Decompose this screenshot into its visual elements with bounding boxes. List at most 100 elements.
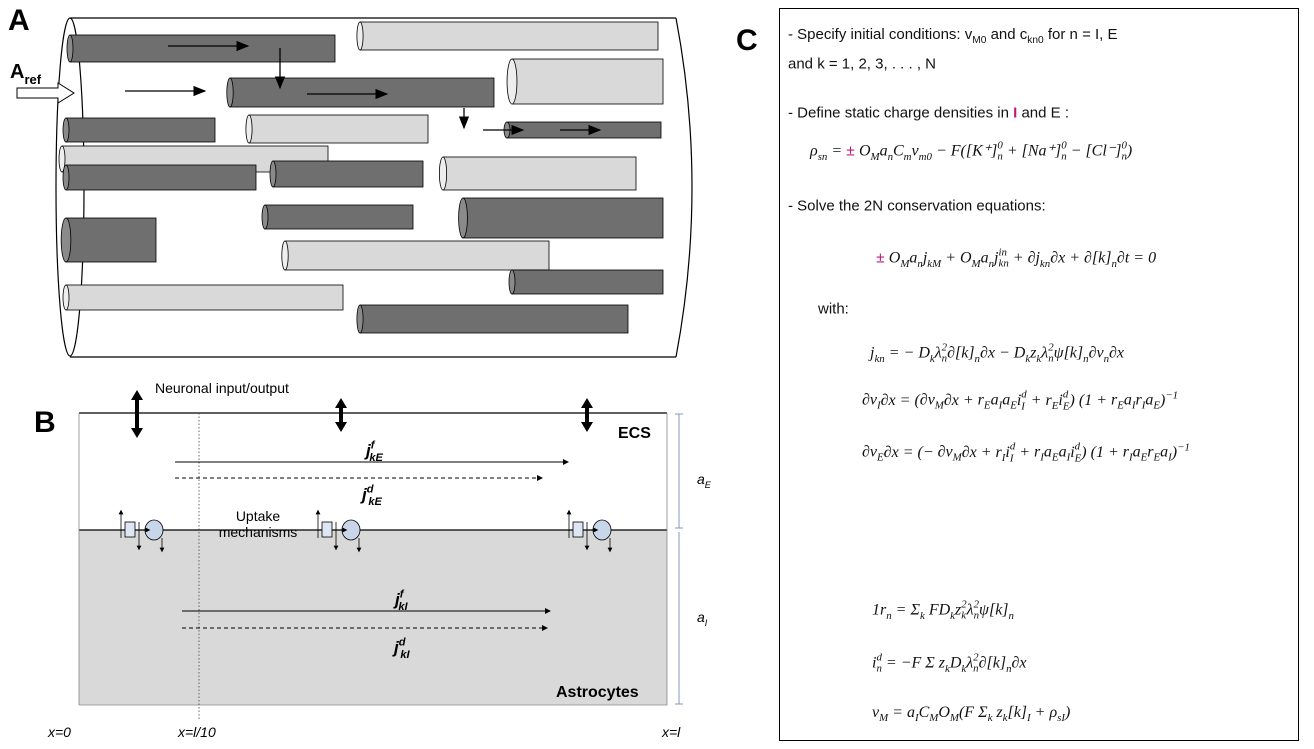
superscript: 0 bbox=[1061, 139, 1067, 152]
symbol: O bbox=[888, 249, 901, 267]
denominator: aE bbox=[1002, 392, 1017, 412]
symbol: j bbox=[360, 485, 368, 504]
symbol: j bbox=[922, 249, 928, 267]
symbol: ± bbox=[876, 249, 885, 267]
numerator: zkDk bbox=[938, 654, 966, 675]
numerator: ∂jkn bbox=[1028, 250, 1051, 270]
superscript: d bbox=[1021, 388, 1027, 401]
symbol: c bbox=[1019, 26, 1028, 43]
text: = bbox=[891, 601, 911, 619]
text: + bbox=[941, 249, 960, 267]
denominator: rIaE bbox=[1136, 392, 1161, 412]
panel-label: B bbox=[34, 406, 56, 439]
symbol: a bbox=[906, 703, 915, 721]
subscript: n bbox=[1121, 151, 1127, 163]
fraction: OMan bbox=[859, 143, 893, 163]
equation-line: ρsn = ± OManCmvm0 − F([K⁺] 0 n + [Na⁺] 0 n −… bbox=[810, 139, 1132, 164]
subscript: I bbox=[1128, 451, 1133, 464]
text: ) (1 + bbox=[1069, 391, 1111, 409]
equation-line: vM = aICMOM(F Σk zk[k]I + ρsI) bbox=[872, 704, 1070, 724]
numerator: rEaI bbox=[1110, 391, 1136, 412]
subscript: k bbox=[1002, 712, 1008, 725]
fraction: FDkz 2 k λ 2 n ψ bbox=[929, 599, 989, 622]
numerator: ∂vM bbox=[920, 391, 944, 412]
tube-body bbox=[264, 204, 414, 230]
subscript: n bbox=[887, 150, 893, 163]
tube-end bbox=[269, 160, 277, 188]
symbol: r bbox=[1110, 391, 1118, 409]
symbol: v bbox=[964, 26, 973, 43]
text: + bbox=[1008, 249, 1028, 267]
numerator: OM bbox=[859, 143, 880, 163]
text: = 0 bbox=[1129, 249, 1157, 267]
subscript: n bbox=[973, 610, 980, 622]
denominator: rEaI bbox=[1147, 444, 1172, 464]
channel bbox=[572, 521, 584, 538]
x-label: x=l bbox=[661, 724, 681, 740]
symbol: z bbox=[1030, 344, 1037, 362]
scripts: in kn bbox=[999, 247, 1009, 271]
subscript: I bbox=[1009, 452, 1014, 465]
text: ∂[k] bbox=[947, 344, 975, 362]
text: - Solve the 2N conservation equations: bbox=[788, 197, 1046, 215]
text: 1 bbox=[872, 601, 880, 619]
tube-body bbox=[462, 197, 664, 239]
tube-body bbox=[442, 156, 637, 191]
tube-body bbox=[65, 217, 157, 263]
subscript: n bbox=[1083, 352, 1089, 365]
text: [k] bbox=[1063, 344, 1084, 362]
symbol: z bbox=[938, 654, 946, 672]
panel-label: C bbox=[736, 24, 758, 57]
symbol: r bbox=[1045, 391, 1052, 409]
flux-label: jf kE bbox=[364, 439, 383, 464]
numerator: OM bbox=[960, 250, 981, 270]
thickness-bars bbox=[675, 413, 683, 705]
subscript: kE bbox=[369, 452, 383, 464]
symbol: v bbox=[927, 391, 935, 409]
text: ∂ bbox=[862, 391, 870, 409]
superscript: −1 bbox=[1177, 441, 1190, 454]
fraction: ∂vI∂x bbox=[862, 391, 896, 412]
subscript: k bbox=[1036, 352, 1042, 365]
fraction: ∂vM∂x bbox=[938, 444, 977, 464]
symbol: Σ bbox=[978, 703, 988, 721]
subscript: I bbox=[705, 618, 708, 628]
text: + bbox=[976, 443, 996, 461]
subscript: I bbox=[1141, 399, 1146, 412]
subscript: M bbox=[929, 712, 939, 725]
symbol: a bbox=[1132, 443, 1141, 461]
equation-line: ∂vI∂x = (∂vM∂x + rEaIaEi d I + rEi d E) (1 +… bbox=[862, 389, 1178, 412]
numerator: ∂[k]n bbox=[947, 344, 980, 365]
denominator: ∂x bbox=[881, 392, 896, 409]
thickness-label: aE bbox=[697, 471, 712, 490]
symbol: a bbox=[1058, 443, 1067, 461]
symbol: a bbox=[1043, 443, 1052, 461]
tube-end bbox=[60, 217, 72, 263]
tubes bbox=[58, 21, 664, 334]
subscript: kI bbox=[400, 649, 410, 661]
subscript: k bbox=[929, 352, 935, 365]
text: = ( bbox=[895, 391, 920, 409]
numerator: ∂[k]n bbox=[979, 655, 1012, 675]
denominator: aI bbox=[1058, 443, 1071, 464]
symbol: a bbox=[990, 391, 999, 409]
subscript: m0 bbox=[918, 150, 932, 163]
subscript: E bbox=[1062, 400, 1070, 413]
x-label: x=l/10 bbox=[177, 724, 216, 740]
subscript: k bbox=[950, 609, 955, 622]
symbol: i bbox=[872, 654, 877, 672]
symbol: λ bbox=[966, 654, 974, 672]
transporters bbox=[118, 509, 613, 553]
tube-body bbox=[272, 160, 424, 188]
text: = −F bbox=[881, 654, 926, 672]
superscript: d bbox=[399, 636, 406, 648]
text: ∂x bbox=[979, 344, 995, 362]
symbol: O bbox=[938, 703, 950, 721]
numerator: FDkz 2 k bbox=[929, 599, 967, 622]
